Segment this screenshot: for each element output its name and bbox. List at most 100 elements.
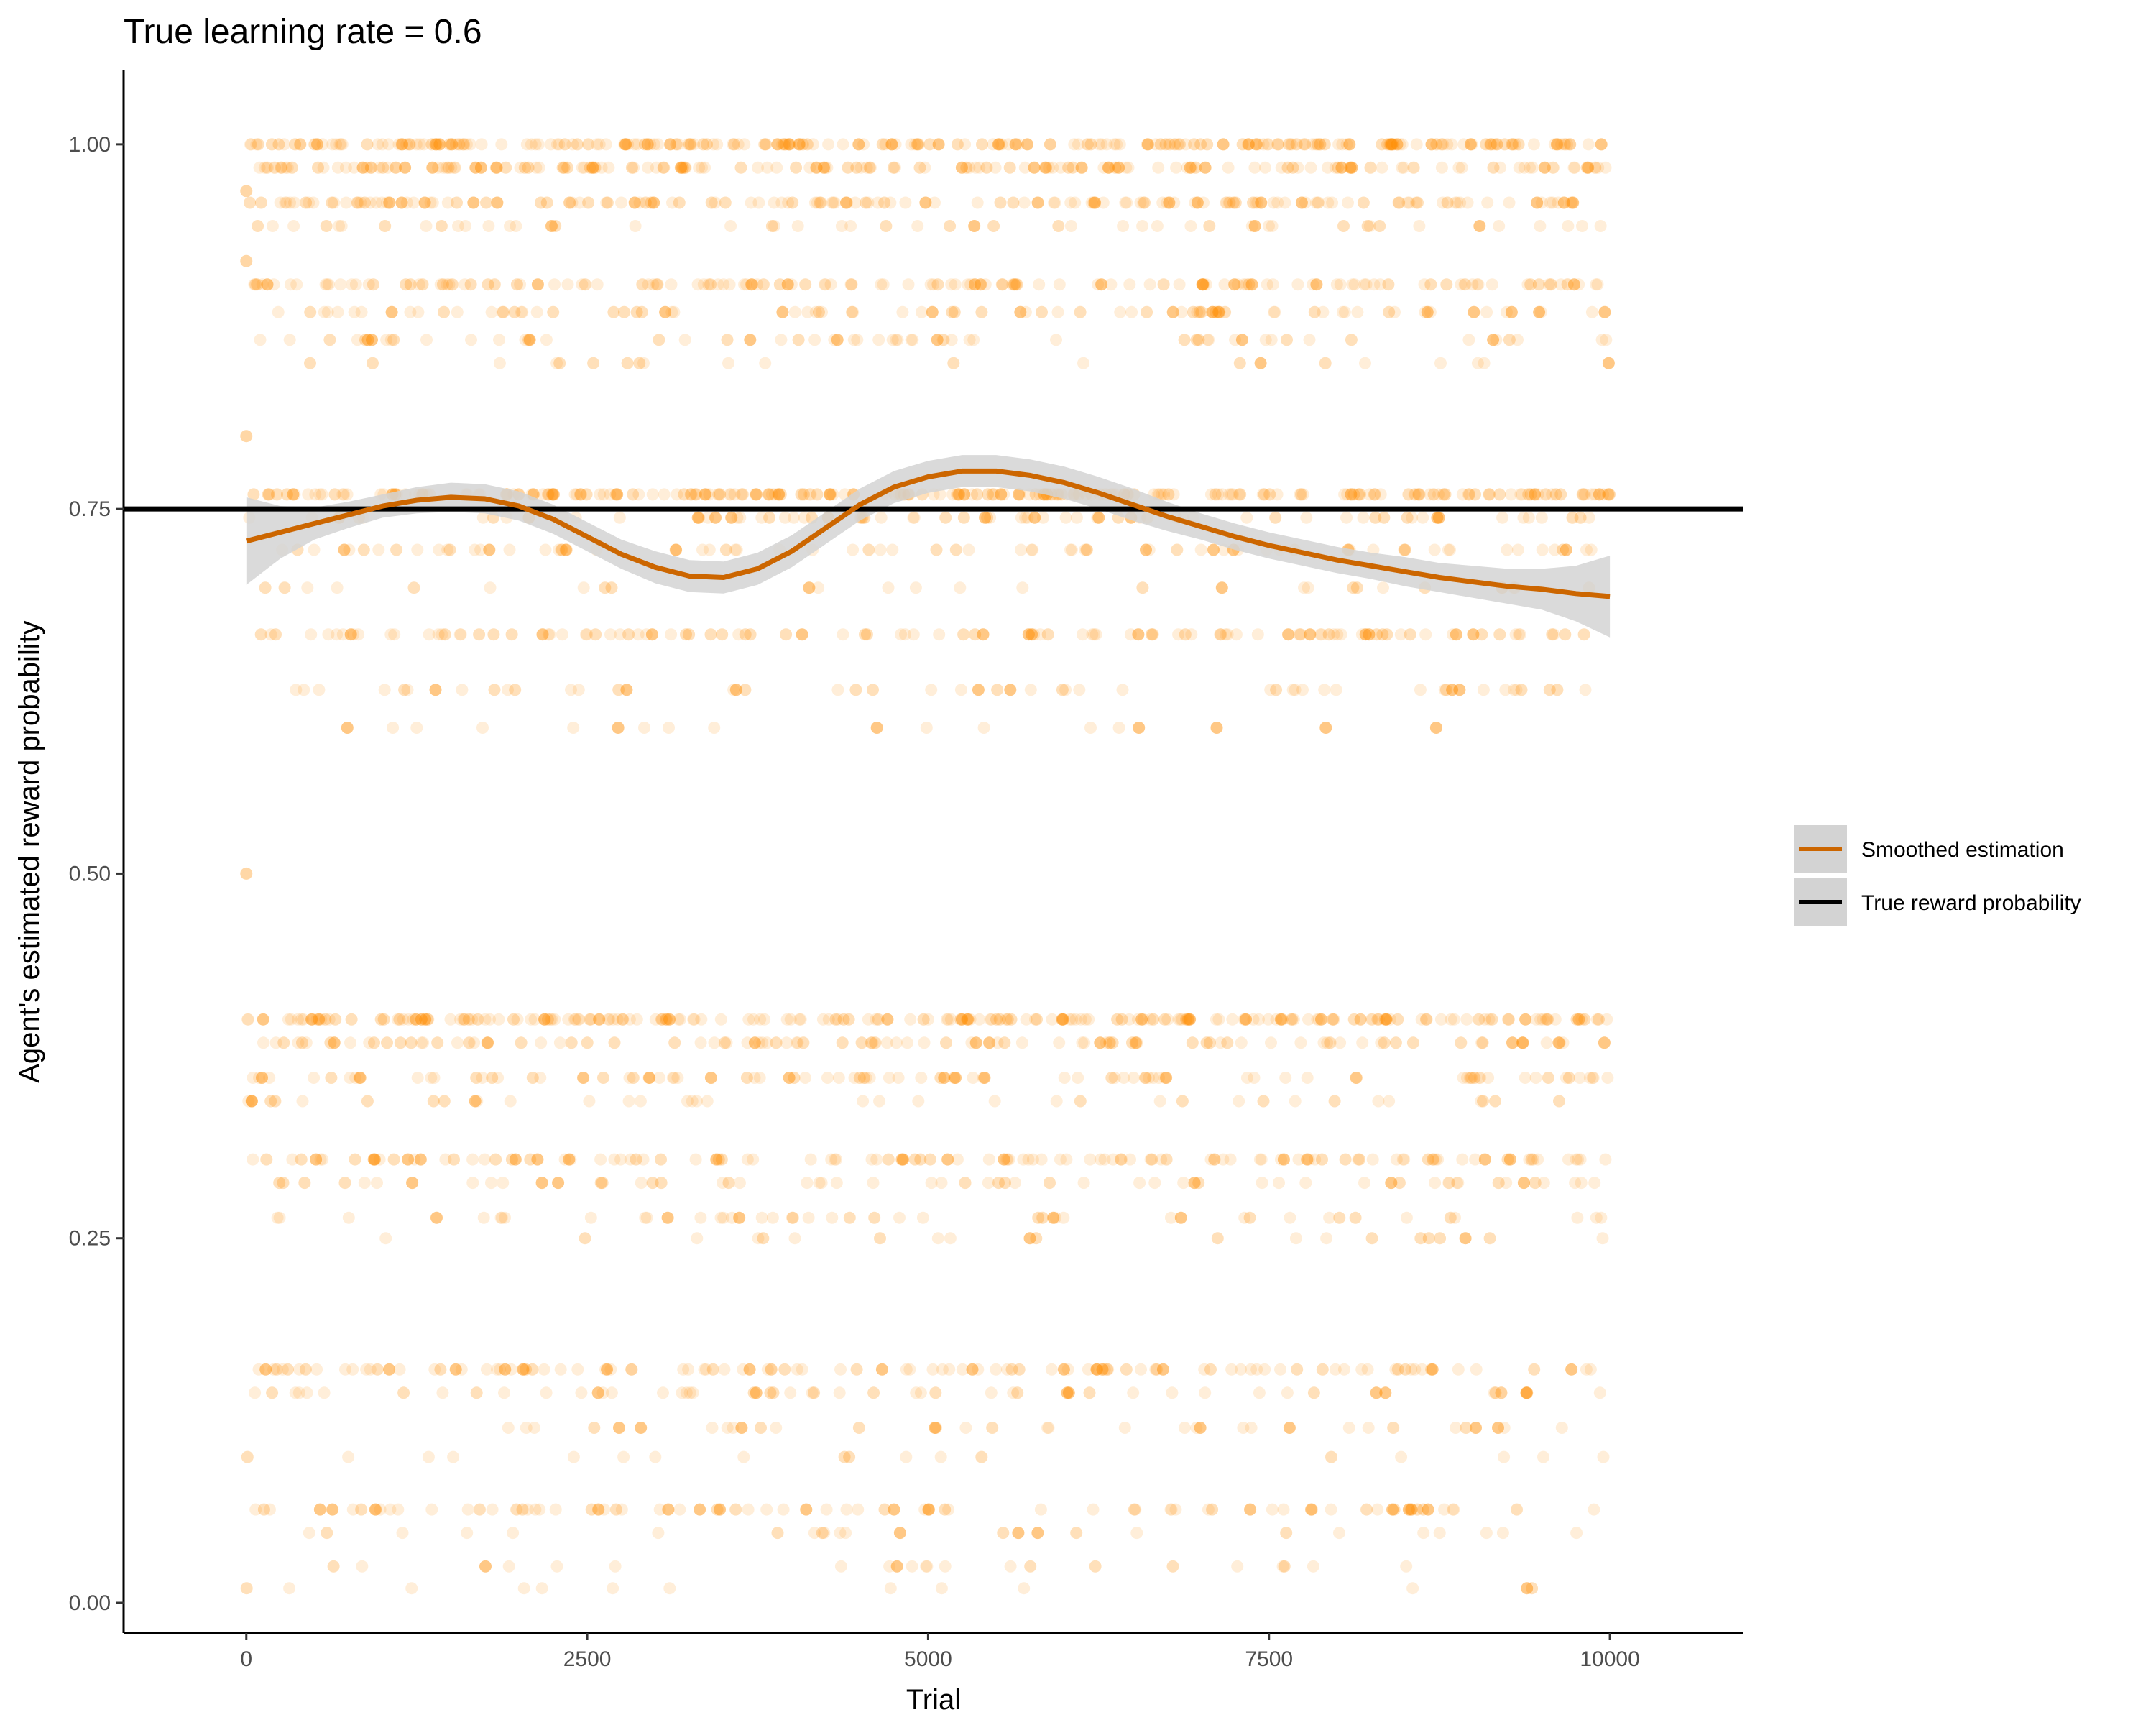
- data-point: [1001, 1153, 1014, 1166]
- data-point: [868, 1211, 881, 1224]
- data-point: [711, 1503, 724, 1516]
- data-point: [821, 161, 834, 174]
- data-point: [702, 278, 715, 291]
- data-point: [240, 1582, 253, 1595]
- data-point: [801, 1177, 814, 1190]
- data-point: [978, 1072, 991, 1084]
- data-point: [995, 278, 1008, 291]
- data-point: [671, 1072, 684, 1084]
- data-point: [474, 543, 487, 556]
- data-point: [722, 1177, 735, 1190]
- data-point: [553, 138, 566, 151]
- data-point: [831, 1013, 844, 1026]
- data-point: [714, 1503, 726, 1516]
- data-point: [1128, 1503, 1141, 1516]
- data-point: [780, 628, 793, 641]
- data-point: [1095, 138, 1108, 151]
- data-point: [1409, 488, 1422, 501]
- data-point: [294, 138, 307, 151]
- data-point: [1281, 334, 1293, 346]
- data-point: [963, 334, 976, 346]
- data-point: [1534, 305, 1547, 318]
- data-point: [359, 334, 372, 346]
- data-point: [492, 1013, 505, 1026]
- data-point: [1210, 305, 1222, 318]
- data-point: [812, 581, 825, 594]
- data-point: [1194, 1422, 1207, 1434]
- data-point: [1286, 161, 1299, 174]
- data-point: [1270, 684, 1283, 696]
- legend-item-smoothed: Smoothed estimation: [1794, 825, 2064, 873]
- data-point: [1049, 196, 1061, 209]
- data-point: [435, 220, 448, 232]
- data-point: [719, 196, 732, 209]
- data-point: [1301, 1072, 1314, 1084]
- smoothed-line-layer: [245, 468, 1611, 599]
- data-point: [1050, 334, 1062, 346]
- data-point: [381, 1036, 393, 1049]
- data-point: [1284, 1013, 1297, 1026]
- data-point: [1039, 161, 1052, 174]
- data-point: [1577, 628, 1590, 641]
- data-point: [1161, 1013, 1174, 1026]
- data-point: [735, 1422, 748, 1434]
- data-point: [1532, 278, 1545, 291]
- data-point: [393, 1363, 406, 1376]
- data-point: [525, 138, 538, 151]
- data-point: [1578, 1013, 1591, 1026]
- data-point: [694, 1211, 707, 1224]
- data-point: [776, 305, 789, 318]
- data-point: [929, 1422, 942, 1434]
- data-point: [763, 488, 775, 501]
- data-point: [617, 1450, 630, 1463]
- data-point: [758, 1013, 771, 1026]
- data-point: [497, 305, 510, 318]
- data-point: [410, 1013, 423, 1026]
- data-point: [1579, 684, 1592, 696]
- data-point: [274, 196, 287, 209]
- data-point: [278, 581, 291, 594]
- data-point: [1447, 1013, 1460, 1026]
- data-point: [750, 1386, 763, 1399]
- data-point: [1370, 1386, 1383, 1399]
- data-point: [1102, 1363, 1115, 1376]
- data-point: [1282, 628, 1295, 641]
- data-point: [1133, 1177, 1146, 1190]
- data-point: [1326, 1013, 1339, 1026]
- data-point: [779, 511, 791, 524]
- data-point: [668, 1036, 681, 1049]
- data-point: [1007, 196, 1020, 209]
- data-point: [360, 161, 373, 174]
- data-point: [979, 278, 992, 291]
- data-point: [621, 356, 634, 369]
- data-point: [1013, 1363, 1026, 1376]
- data-point: [1228, 278, 1241, 291]
- data-point: [899, 196, 912, 209]
- data-point: [319, 278, 332, 291]
- data-point: [927, 278, 940, 291]
- data-point: [1393, 1177, 1406, 1190]
- data-point: [1366, 1153, 1379, 1166]
- data-point: [777, 1503, 790, 1516]
- data-point: [1091, 511, 1104, 524]
- data-point: [1369, 511, 1382, 524]
- data-point: [494, 1211, 507, 1224]
- data-point: [1046, 161, 1059, 174]
- data-point: [778, 138, 791, 151]
- data-point: [742, 1013, 755, 1026]
- data-point: [1452, 1363, 1465, 1376]
- data-point: [639, 1211, 652, 1224]
- data-point: [906, 1560, 918, 1573]
- data-point: [1373, 1013, 1386, 1026]
- data-point: [1278, 1560, 1291, 1573]
- data-point: [1160, 1153, 1173, 1166]
- data-point: [885, 138, 898, 151]
- data-point: [1305, 1503, 1318, 1516]
- data-point: [289, 1386, 302, 1399]
- y-axis-ticks: 0.000.250.500.751.00: [69, 133, 124, 1615]
- data-point: [668, 1072, 681, 1084]
- data-point: [348, 305, 361, 318]
- data-point: [1256, 488, 1269, 501]
- data-point: [1108, 138, 1121, 151]
- data-point: [1406, 1582, 1419, 1595]
